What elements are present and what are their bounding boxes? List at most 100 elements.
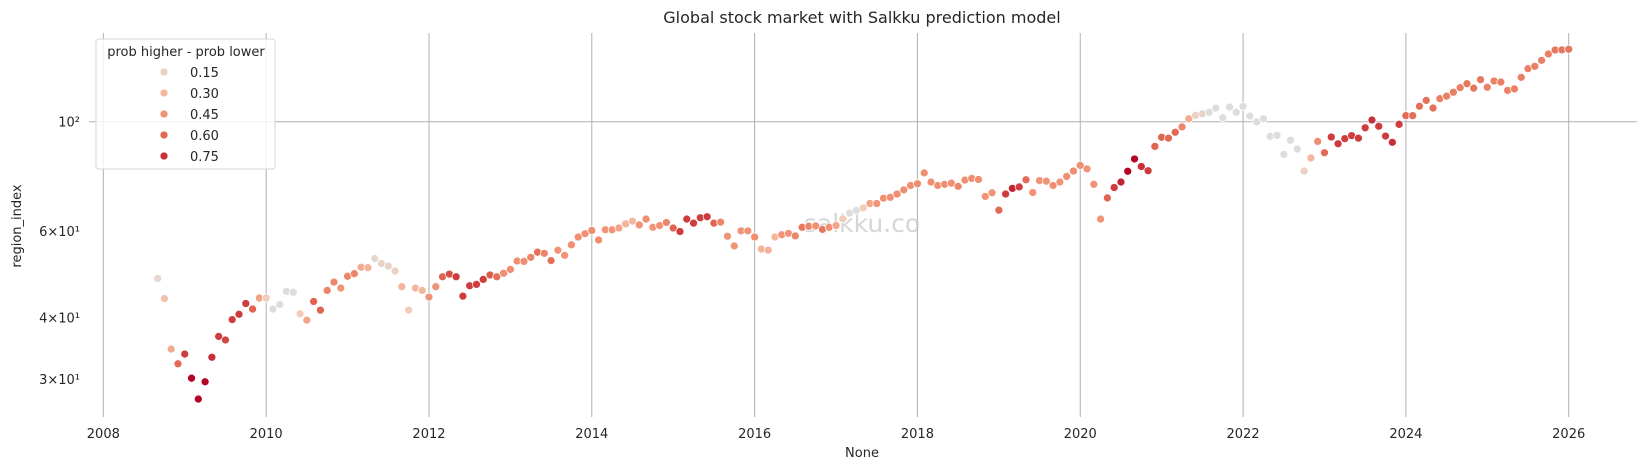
- y-axis-label: region_index: [10, 184, 25, 267]
- data-point: [729, 241, 739, 251]
- data-point: [560, 250, 570, 260]
- x-tick-label: 2022: [1227, 427, 1260, 442]
- data-point: [1564, 44, 1574, 54]
- data-point: [1421, 96, 1431, 105]
- data-point: [1299, 166, 1309, 176]
- data-point: [831, 221, 841, 230]
- x-axis-label: None: [845, 446, 879, 461]
- data-point: [1415, 101, 1424, 111]
- data-point: [1313, 137, 1323, 146]
- data-point: [187, 373, 196, 383]
- data-point: [1231, 107, 1241, 117]
- data-point: [1211, 103, 1221, 113]
- data-point: [404, 305, 413, 315]
- data-point: [193, 394, 203, 404]
- data-point: [1103, 193, 1112, 203]
- data-point: [1143, 166, 1153, 176]
- data-point: [1428, 103, 1438, 113]
- data-point: [1259, 114, 1268, 124]
- data-point: [322, 286, 332, 295]
- data-point: [980, 192, 990, 201]
- data-point: [702, 212, 712, 222]
- data-point: [1279, 150, 1289, 159]
- data-point: [519, 257, 529, 266]
- data-point: [526, 252, 536, 262]
- data-point: [790, 231, 800, 241]
- x-axis-ticks: 2008 2010 2012 2014 2016 2018 2020 2022 2024 2026: [87, 427, 1585, 442]
- data-point: [899, 185, 909, 195]
- data-point: [974, 175, 983, 184]
- data-point: [1462, 79, 1472, 89]
- data-point: [1510, 84, 1519, 94]
- data-point: [1225, 102, 1234, 112]
- data-point: [221, 335, 230, 345]
- watermark-text: salkku.co: [804, 209, 920, 238]
- legend-marker: [159, 109, 169, 119]
- data-point: [614, 223, 624, 233]
- data-point: [329, 277, 339, 287]
- data-point: [1374, 121, 1384, 131]
- data-point: [1537, 55, 1546, 65]
- data-point: [1130, 154, 1139, 164]
- data-point: [743, 226, 753, 236]
- data-point: [370, 254, 380, 263]
- data-point: [587, 226, 597, 235]
- legend-marker: [159, 88, 169, 98]
- data-point: [763, 245, 773, 255]
- legend-box: [95, 38, 276, 170]
- data-point: [1381, 131, 1390, 141]
- data-point: [302, 315, 312, 325]
- data-point: [383, 261, 393, 271]
- data-point: [1272, 131, 1282, 140]
- legend-items: 0.15 0.30 0.45 0.60 0.75: [159, 66, 219, 165]
- data-point: [634, 220, 644, 230]
- data-point: [668, 223, 678, 233]
- data-point: [567, 240, 576, 250]
- data-point: [1320, 148, 1329, 158]
- data-point: [1333, 139, 1343, 149]
- data-point: [811, 221, 821, 231]
- data-point: [1387, 137, 1397, 147]
- data-point: [553, 245, 563, 255]
- legend-label: 0.75: [190, 150, 219, 165]
- data-point: [248, 304, 257, 314]
- data-point: [1496, 77, 1506, 87]
- data-point: [1014, 182, 1024, 192]
- data-point: [1062, 172, 1072, 181]
- data-point: [492, 272, 502, 282]
- data-point: [1245, 111, 1255, 121]
- data-point: [1367, 115, 1377, 125]
- data-point: [1170, 127, 1180, 137]
- data-point: [1001, 189, 1010, 199]
- data-point: [397, 282, 407, 292]
- data-point: [316, 305, 325, 315]
- data-point: [1177, 122, 1187, 132]
- data-point: [1164, 133, 1173, 143]
- data-point: [750, 232, 759, 242]
- data-point: [682, 214, 692, 224]
- y-tick-label: 4×10¹: [39, 311, 80, 326]
- x-tick-label: 2016: [738, 427, 771, 442]
- data-point: [1292, 144, 1302, 154]
- data-point: [1136, 162, 1146, 171]
- data-point: [689, 218, 698, 228]
- data-point: [1218, 113, 1228, 123]
- data-point: [261, 293, 271, 303]
- x-tick-label: 2020: [1064, 427, 1097, 442]
- data-point: [499, 268, 508, 278]
- data-point: [546, 256, 556, 265]
- data-point: [1048, 181, 1058, 190]
- x-tick-label: 2014: [575, 427, 608, 442]
- data-point: [858, 203, 868, 213]
- x-tick-label: 2026: [1552, 427, 1585, 442]
- y-tick-label: 6×10¹: [39, 225, 80, 240]
- legend-marker: [159, 151, 169, 161]
- data-point: [1116, 177, 1126, 187]
- data-point: [1041, 176, 1051, 186]
- data-point: [994, 205, 1004, 215]
- legend-label: 0.45: [190, 108, 219, 123]
- legend-label: 0.30: [190, 87, 219, 102]
- data-point: [1089, 179, 1099, 189]
- data-point: [173, 359, 183, 369]
- data-point: [417, 286, 427, 295]
